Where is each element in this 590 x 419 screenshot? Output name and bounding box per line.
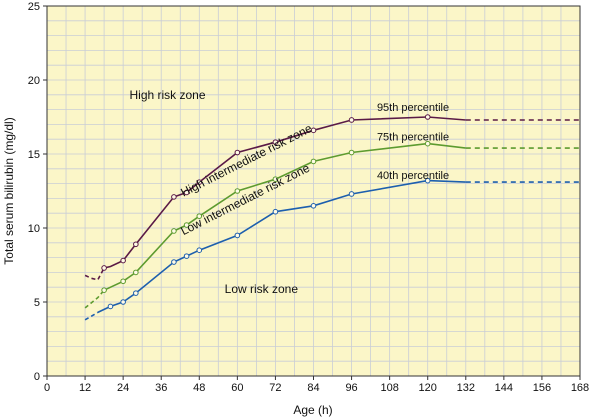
x-tick-label: 108 [380, 382, 398, 394]
y-tick-label: 0 [34, 371, 40, 383]
series-75th-point [234, 188, 241, 194]
series-95th-point [234, 149, 241, 156]
x-tick-label: 156 [533, 382, 551, 394]
series-95th-point [171, 194, 177, 200]
x-tick-label: 168 [571, 382, 589, 394]
grid [46, 5, 581, 377]
series-95th-point [183, 189, 190, 196]
series-40th-point [171, 259, 177, 265]
series-95th-point [196, 179, 203, 185]
x-tick-label: 84 [307, 382, 319, 394]
series-95th-point [133, 241, 139, 248]
series-75th-point [171, 228, 177, 234]
zone-label: Low risk zone [225, 282, 299, 296]
y-tick-label: 25 [28, 1, 40, 13]
series-40th-point [120, 299, 126, 305]
x-tick-label: 60 [231, 382, 243, 394]
percentile-label: 75th percentile [377, 132, 449, 144]
zone-label: High risk zone [129, 88, 205, 102]
series-40th-point [234, 232, 241, 239]
y-tick-label: 10 [28, 223, 40, 235]
x-tick-label: 24 [117, 382, 129, 394]
series-95th-point [310, 127, 317, 134]
y-axis-label: Total serum bilirubin (mg/dl) [2, 117, 16, 264]
series-40th-point [348, 191, 355, 197]
series-layer [84, 114, 580, 321]
series-75th-point [196, 213, 203, 219]
x-tick-label: 132 [457, 382, 475, 394]
series-95th-point [348, 117, 355, 123]
x-tick-label: 12 [79, 382, 91, 394]
series-75th-point [272, 176, 279, 182]
series-75th-point [424, 140, 431, 147]
series-40th-point [183, 253, 190, 259]
series-40th-point [310, 203, 317, 209]
series-75th-point [133, 269, 139, 276]
series-95th-point [272, 139, 279, 145]
series-75th-point [120, 278, 126, 285]
series-75th-point [348, 149, 355, 156]
axes: 0 12 24 36 48 60 72 84 96 108 120 132 144 156 168 0 5 10 1… [28, 1, 589, 394]
percentile-label: 95th percentile [377, 102, 449, 114]
series-95th-point [101, 265, 107, 271]
series-40th-point [196, 247, 203, 253]
series-95th-point [424, 114, 431, 120]
x-tick-label: 72 [269, 382, 281, 394]
y-tick-label: 5 [34, 297, 40, 309]
series-40th-point [424, 177, 431, 184]
x-tick-label: 36 [155, 382, 167, 394]
series-40th-point [107, 303, 114, 310]
series-95th-dashed-start [84, 267, 105, 281]
series-40th-point [133, 290, 139, 296]
x-tick-label: 120 [419, 382, 437, 394]
x-axis-label: Age (h) [293, 403, 332, 417]
series-75th-point [183, 222, 190, 228]
series-75th-point [310, 158, 317, 165]
y-tick-label: 15 [28, 149, 40, 161]
series-40th-dashed-start [84, 311, 99, 321]
y-tick-label: 20 [28, 75, 40, 87]
series-75th-point [101, 287, 107, 293]
series-40th-point [272, 208, 279, 215]
x-tick-label: 48 [193, 382, 205, 394]
x-tick-label: 96 [345, 382, 357, 394]
x-tick-label: 0 [44, 382, 50, 394]
series-95th-point [120, 257, 126, 264]
percentile-label: 40th percentile [377, 170, 449, 182]
series-75th-dashed-start [84, 289, 105, 309]
x-tick-label: 144 [495, 382, 513, 394]
